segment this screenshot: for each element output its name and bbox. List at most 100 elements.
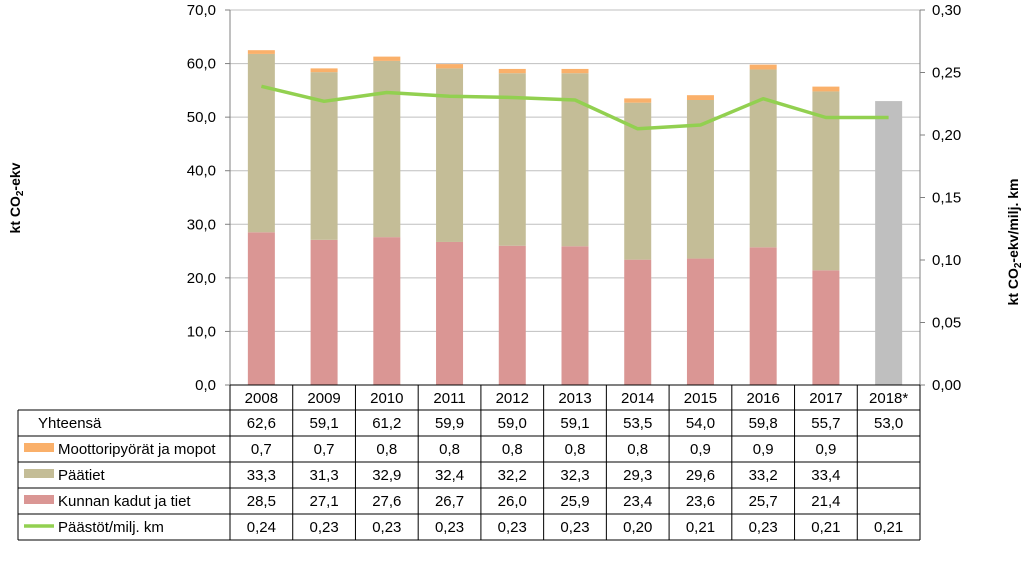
data-label: 23,6	[686, 493, 715, 510]
data-label: 33,2	[749, 467, 778, 484]
data-label: 0,23	[749, 519, 778, 536]
data-label: 0,8	[439, 441, 460, 458]
data-label: 0,21	[686, 519, 715, 536]
y-left-tick-label: 20,0	[187, 270, 216, 287]
data-label: 59,9	[435, 415, 464, 432]
data-label: 53,5	[623, 415, 652, 432]
data-label: 0,21	[811, 519, 840, 536]
x-tick-label: 2018*	[869, 390, 908, 407]
table-row-label: Yhteensä	[38, 415, 102, 432]
data-label: 0,9	[690, 441, 711, 458]
data-label: 29,3	[623, 467, 652, 484]
bar-segment	[373, 237, 401, 385]
y-left-tick-label: 10,0	[187, 323, 216, 340]
x-tick-label: 2013	[558, 390, 591, 407]
data-label: 54,0	[686, 415, 715, 432]
x-tick-label: 2008	[245, 390, 278, 407]
data-label: 29,6	[686, 467, 715, 484]
table-row-label: Päätiet	[58, 467, 106, 484]
data-label: 0,24	[247, 519, 276, 536]
data-label: 0,20	[623, 519, 652, 536]
data-label: 59,0	[498, 415, 527, 432]
bar-segment	[498, 245, 526, 385]
bar-segment	[624, 98, 652, 103]
data-label: 0,23	[309, 519, 338, 536]
y-right-axis-title: kt CO2-ekv/milj. km	[1005, 179, 1024, 306]
data-label: 32,9	[372, 467, 401, 484]
x-tick-label: 2010	[370, 390, 403, 407]
y-left-tick-label: 60,0	[187, 56, 216, 73]
x-tick-label: 2017	[809, 390, 842, 407]
bar-total	[875, 101, 903, 386]
y-left-tick-label: 30,0	[187, 216, 216, 233]
bar-segment	[624, 259, 652, 385]
bar-segment	[310, 68, 338, 73]
data-label: 33,3	[247, 467, 276, 484]
table-row-label: Kunnan kadut ja tiet	[58, 493, 191, 510]
bar-segment	[247, 53, 275, 233]
data-label: 61,2	[372, 415, 401, 432]
data-label: 27,1	[309, 493, 338, 510]
data-label: 31,3	[309, 467, 338, 484]
data-label: 0,23	[435, 519, 464, 536]
bar-segment	[812, 86, 840, 92]
emissions-per-km-line	[260, 84, 889, 131]
bar-segment	[686, 258, 714, 385]
data-label: 0,23	[372, 519, 401, 536]
y-right-tick-label: 0,25	[932, 65, 961, 82]
x-tick-label: 2014	[621, 390, 654, 407]
bar-segment	[812, 91, 840, 271]
y-right-tick-label: 0,00	[932, 377, 961, 394]
bar-segment	[310, 239, 338, 385]
y-left-tick-label: 50,0	[187, 109, 216, 126]
x-tick-label: 2015	[684, 390, 717, 407]
data-label: 23,4	[623, 493, 652, 510]
data-label: 0,8	[565, 441, 586, 458]
bar-segment	[686, 95, 714, 100]
data-label: 0,9	[753, 441, 774, 458]
bar-segment	[436, 64, 464, 69]
data-label: 33,4	[811, 467, 840, 484]
data-label: 32,4	[435, 467, 464, 484]
data-label: 0,9	[815, 441, 836, 458]
bar-segment	[373, 56, 401, 61]
data-label: 32,2	[498, 467, 527, 484]
data-label: 59,1	[309, 415, 338, 432]
data-label: 0,8	[502, 441, 523, 458]
data-label: 27,6	[372, 493, 401, 510]
y-right-tick-label: 0,05	[932, 315, 961, 332]
data-label: 25,7	[749, 493, 778, 510]
bar-segment	[749, 69, 777, 248]
data-label: 0,8	[627, 441, 648, 458]
bar-segment	[247, 232, 275, 385]
y-left-axis-title: kt CO2-ekv	[7, 162, 26, 233]
bar-segment	[247, 50, 275, 54]
y-left-tick-label: 40,0	[187, 163, 216, 180]
data-label: 59,8	[749, 415, 778, 432]
y-right-tick-label: 0,20	[932, 127, 961, 144]
table-row-label: Moottoripyörät ja mopot	[58, 441, 216, 458]
bar-segment	[561, 73, 589, 247]
bar-segment	[498, 73, 526, 246]
legend-key	[24, 495, 54, 504]
y-left-tick-label: 70,0	[187, 2, 216, 19]
data-label: 0,23	[498, 519, 527, 536]
data-label: 59,1	[560, 415, 589, 432]
data-label: 26,0	[498, 493, 527, 510]
x-tick-label: 2012	[496, 390, 529, 407]
data-label: 0,23	[560, 519, 589, 536]
bar-segment	[436, 241, 464, 385]
x-tick-label: 2016	[746, 390, 779, 407]
y-left-tick-label: 0,0	[195, 377, 216, 394]
data-label: 21,4	[811, 493, 840, 510]
y-right-tick-label: 0,10	[932, 252, 961, 269]
data-label: 0,21	[874, 519, 903, 536]
x-tick-label: 2009	[307, 390, 340, 407]
y-right-tick-label: 0,30	[932, 2, 961, 19]
data-label: 0,7	[251, 441, 272, 458]
bar-segment	[373, 60, 401, 238]
data-label: 0,7	[314, 441, 335, 458]
table-row-label: Päästöt/milj. km	[58, 519, 164, 536]
bar-segment	[749, 64, 777, 70]
